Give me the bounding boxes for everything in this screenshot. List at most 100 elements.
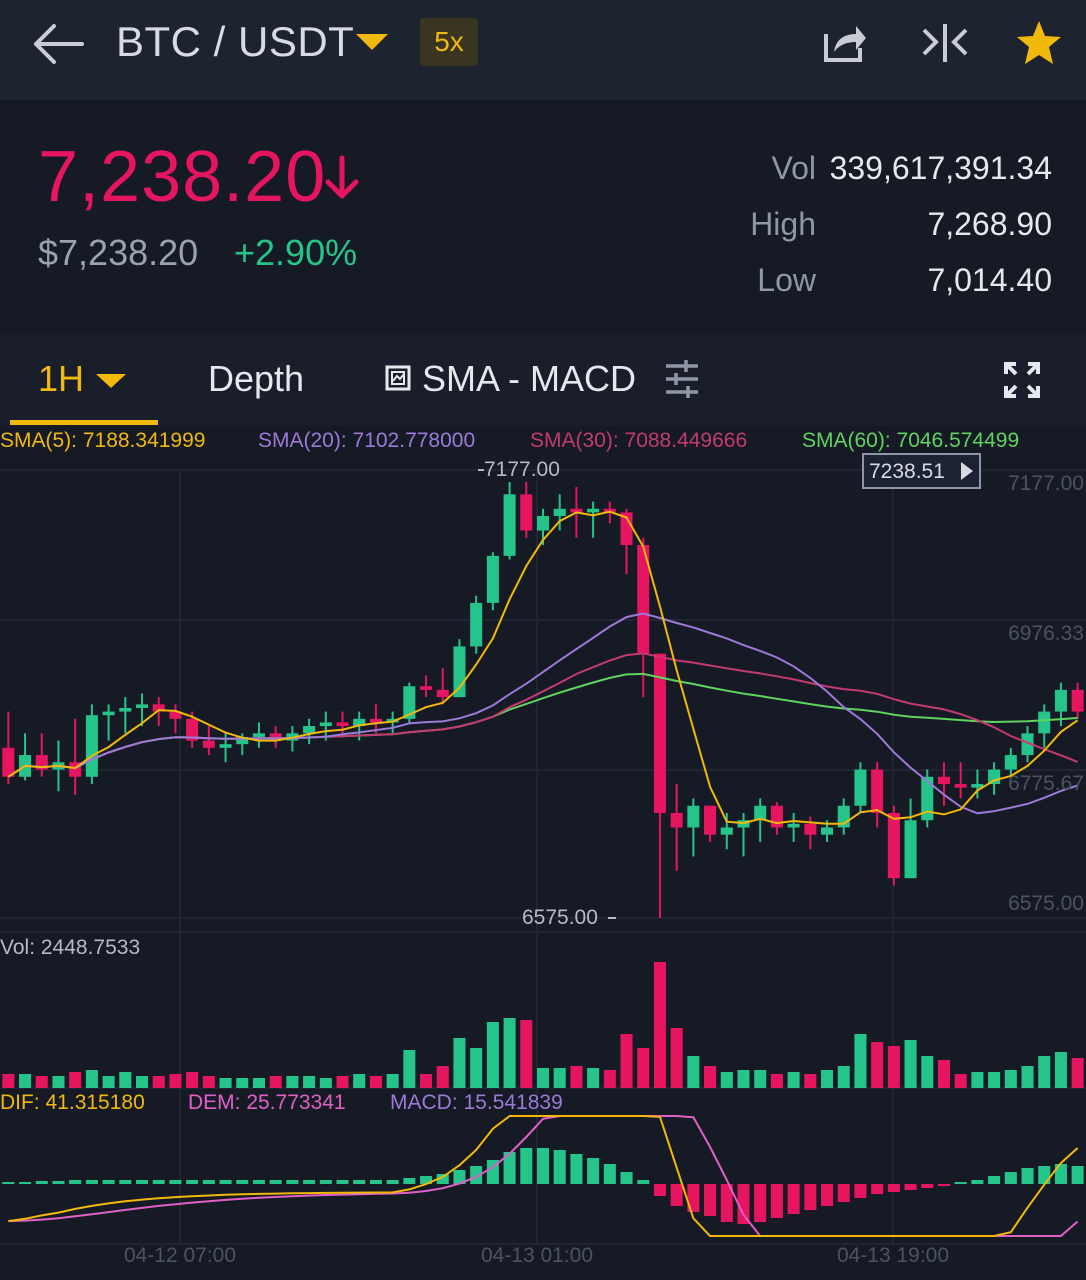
macd-histogram-bar <box>269 1180 282 1184</box>
volume-bar <box>821 1070 834 1088</box>
volume-bar <box>1054 1052 1067 1088</box>
candle-body <box>1038 711 1051 734</box>
volume-bar <box>136 1076 149 1088</box>
indicator-icon[interactable] <box>384 364 412 392</box>
macd-histogram-bar <box>252 1180 265 1184</box>
volume-bar <box>804 1074 817 1088</box>
candle-body <box>704 805 717 835</box>
volume-bar <box>35 1076 48 1088</box>
macd-histogram-bar <box>871 1184 884 1194</box>
candle-body <box>637 545 650 654</box>
star-icon[interactable] <box>1014 18 1064 68</box>
candle-body <box>186 718 199 741</box>
candle-body <box>904 820 917 879</box>
tab-indicators[interactable]: SMA - MACD <box>422 358 637 399</box>
dif-line <box>8 1115 1079 1237</box>
candle-body <box>1004 755 1017 770</box>
macd-histogram-bar <box>904 1184 917 1190</box>
macd-histogram-bar <box>470 1166 483 1184</box>
volume-bar <box>486 1022 499 1088</box>
sma20-line <box>7 612 1078 815</box>
candle-body <box>754 805 767 821</box>
volume-bar <box>937 1060 950 1088</box>
macd-histogram-bar <box>553 1150 566 1184</box>
volume-bar <box>19 1074 32 1088</box>
sma5-line <box>7 510 1079 825</box>
back-arrow-icon[interactable] <box>30 22 86 66</box>
macd-histogram-bar <box>520 1148 533 1184</box>
macd-histogram-bar <box>369 1180 382 1184</box>
candlestick-chart[interactable]: SMA(5): 7188.341999 SMA(20): 7102.778000… <box>0 426 1086 1280</box>
macd-histogram-bar <box>202 1180 215 1184</box>
macd-histogram-bar <box>69 1180 82 1184</box>
macd-histogram-bar <box>503 1152 516 1184</box>
trading-pair-selector[interactable]: BTC / USDT <box>116 18 355 65</box>
volume-bar <box>503 1018 516 1088</box>
interval-dropdown-caret-icon[interactable] <box>96 374 126 388</box>
volume-bar <box>620 1034 633 1088</box>
macd-histogram-bar <box>219 1180 232 1184</box>
macd-histogram-bar <box>570 1154 583 1184</box>
volume-bar <box>553 1068 566 1088</box>
macd-histogram-bar <box>988 1176 1001 1184</box>
macd-histogram-bar <box>720 1184 733 1222</box>
macd-histogram-bar <box>303 1180 316 1184</box>
candle-body <box>420 686 433 690</box>
candle-body <box>119 707 132 712</box>
share-icon[interactable] <box>818 18 868 68</box>
volume-bar <box>52 1076 65 1088</box>
candle-body <box>202 740 215 748</box>
volume-bar <box>603 1070 616 1088</box>
volume-bar <box>202 1076 215 1088</box>
volume-bar <box>653 962 666 1088</box>
current-price-tag[interactable] <box>862 453 981 489</box>
candle-body <box>152 704 165 712</box>
macd-histogram-bar <box>52 1181 65 1184</box>
macd-histogram-bar <box>837 1184 850 1202</box>
fullscreen-icon[interactable] <box>1002 360 1042 400</box>
volume-bar <box>587 1068 600 1088</box>
candle-body <box>503 494 516 556</box>
volume-bar <box>369 1076 382 1088</box>
candle-body <box>770 805 783 828</box>
macd-histogram-bar <box>854 1184 867 1198</box>
macd-histogram-bar <box>687 1184 700 1212</box>
price-change-percent: +2.90% <box>234 232 358 273</box>
volume-bar <box>219 1078 232 1088</box>
dem-legend: DEM: 25.773341 <box>188 1091 346 1114</box>
macd-legend: MACD: 15.541839 <box>390 1091 563 1114</box>
macd-histogram-bar <box>420 1176 433 1184</box>
macd-histogram-bar <box>587 1158 600 1184</box>
candle-body <box>687 805 700 828</box>
pair-dropdown-caret-icon[interactable] <box>356 34 388 50</box>
tab-depth[interactable]: Depth <box>208 358 305 399</box>
volume-bar <box>286 1076 299 1088</box>
macd-histogram-bar <box>2 1182 15 1184</box>
candle-body <box>887 812 900 879</box>
candle-body <box>871 769 884 813</box>
volume-bar <box>988 1072 1001 1088</box>
candle-body <box>603 508 616 513</box>
macd-histogram-bar <box>119 1180 132 1184</box>
volume-bar <box>536 1068 550 1088</box>
macd-histogram-bar <box>704 1184 717 1216</box>
candle-body <box>1021 733 1034 756</box>
candle-body <box>787 823 800 828</box>
volume-bar <box>152 1076 165 1088</box>
candle-body <box>553 508 566 517</box>
volume-bar <box>520 1020 533 1088</box>
volume-bar <box>570 1066 583 1088</box>
macd-histogram-bar <box>35 1181 48 1184</box>
macd-histogram-bar <box>637 1180 650 1184</box>
tab-interval[interactable]: 1H <box>38 358 85 399</box>
candle-body <box>854 769 867 806</box>
volume-bar <box>971 1072 984 1088</box>
macd-histogram-bar <box>821 1184 834 1206</box>
high-label: High <box>750 206 816 242</box>
volume-bar <box>954 1074 967 1088</box>
candle-body <box>252 733 265 737</box>
volume-bar <box>854 1034 867 1088</box>
candle-body <box>353 718 366 727</box>
compare-icon[interactable] <box>920 18 970 68</box>
settings-sliders-icon[interactable] <box>662 358 702 400</box>
